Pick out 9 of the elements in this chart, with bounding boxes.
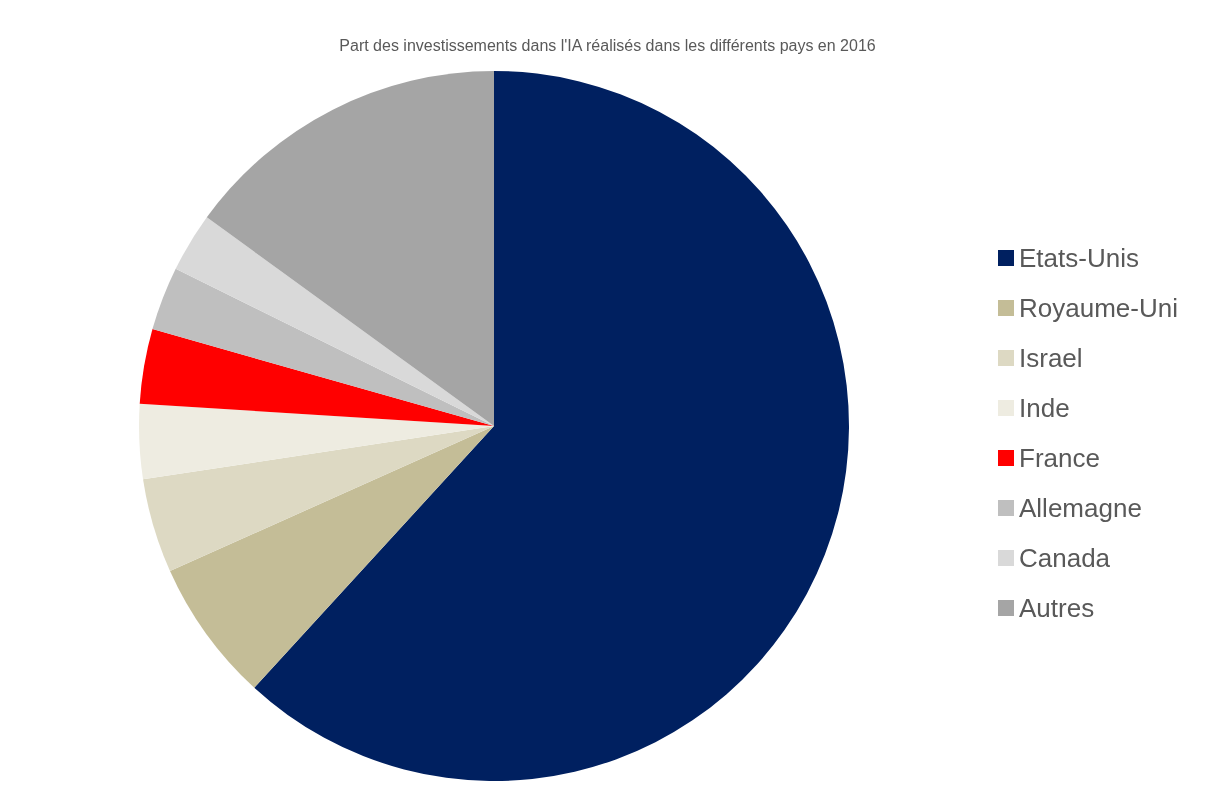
legend-label: Royaume-Uni (1019, 293, 1178, 323)
legend-label: Canada (1019, 543, 1111, 573)
legend-label: Inde (1019, 393, 1070, 423)
legend-label: Etats-Unis (1019, 243, 1139, 273)
legend-label: Israel (1019, 343, 1083, 373)
chart-title: Part des investissements dans l'IA réalisés dans les différents pays en 2016 (339, 36, 876, 54)
legend-label: France (1019, 443, 1100, 473)
legend-label: Autres (1019, 593, 1095, 623)
legend-label: Allemagne (1019, 493, 1142, 523)
